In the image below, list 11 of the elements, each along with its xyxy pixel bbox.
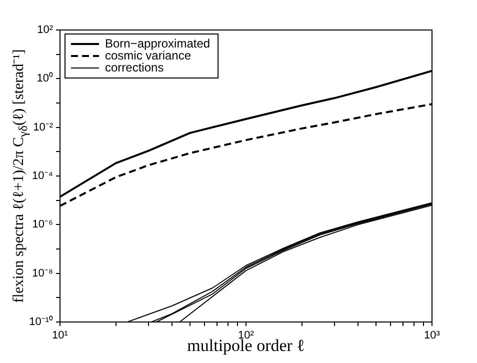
y-tick-label: 10⁻⁶ — [32, 218, 53, 231]
y-tick-label: 10⁰ — [36, 72, 53, 85]
x-tick-label: 10¹ — [52, 330, 68, 342]
y-tick-label: 10⁻¹⁰ — [29, 315, 53, 328]
x-tick-label: 10³ — [424, 330, 440, 342]
legend-label: corrections — [105, 60, 164, 74]
y-tick-label: 10² — [37, 24, 54, 36]
y-tick-label: 10⁻⁴ — [32, 170, 54, 182]
legend-label: Born−approximated — [105, 36, 210, 50]
y-tick-label: 10⁻⁸ — [32, 267, 53, 280]
y-tick-label: 10⁻² — [33, 121, 54, 134]
